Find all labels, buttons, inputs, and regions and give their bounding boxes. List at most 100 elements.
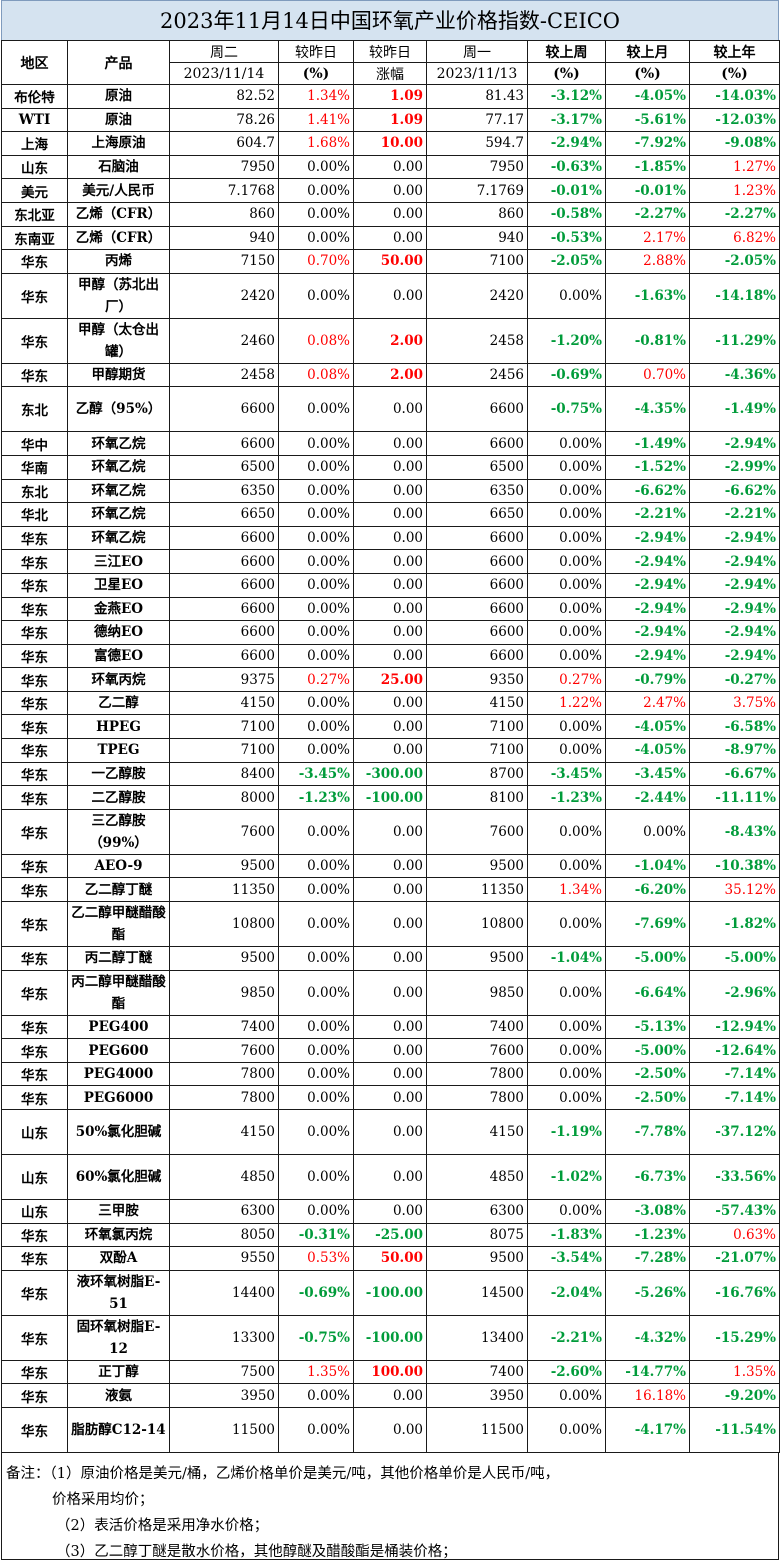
tue-price-cell: 10800	[169, 901, 279, 948]
day-change-pct-cell: 0.00%	[278, 572, 354, 598]
mon-price-cell: 9500	[426, 946, 528, 971]
tue-price-cell: 7400	[169, 1014, 279, 1040]
year-change-cell: -2.94%	[689, 572, 780, 598]
mon-price-cell: 6600	[426, 386, 528, 433]
table-row: 山东 60%氯化胆碱 4850 0.00% 0.00 4850 -1.02% -6.73% -3…	[1, 1154, 780, 1200]
mon-price-cell: 7400	[426, 1014, 528, 1040]
note-line-4: （3）乙二醇丁醚是散水价格，其他醇醚及醋酸酯是桶装价格；	[56, 1543, 457, 1560]
tue-price-cell: 2420	[169, 272, 279, 319]
month-change-cell: -5.00%	[605, 946, 690, 971]
day-change-pct-cell: 1.68%	[278, 131, 354, 156]
tue-price-cell: 8050	[169, 1222, 279, 1248]
product-cell: 双酚A	[67, 1246, 170, 1271]
week-change-cell: -0.69%	[527, 362, 606, 388]
region-cell: 华东	[1, 969, 68, 1016]
region-cell: 华东	[1, 901, 68, 948]
product-cell: 正丁醇	[67, 1359, 170, 1385]
day-change-amt-cell: 0.00	[353, 596, 427, 622]
week-change-cell: 0.00%	[527, 1014, 606, 1040]
mon-price-cell: 6600	[426, 431, 528, 456]
week-change-cell: 0.00%	[527, 853, 606, 879]
region-cell: 布伦特	[1, 84, 68, 109]
year-change-cell: 1.23%	[689, 178, 780, 203]
day-change-pct-cell: 0.00%	[278, 225, 354, 251]
tue-price-cell: 7500	[169, 1359, 279, 1385]
tue-price-cell: 11500	[169, 1406, 279, 1453]
month-change-cell: -14.77%	[605, 1359, 690, 1385]
region-cell: 华东	[1, 620, 68, 645]
year-change-cell: 35.12%	[689, 877, 780, 903]
table-row: 布伦特 原油 82.52 1.34% 1.09 81.43 -3.12% -4.05% -14.…	[1, 84, 780, 109]
day-change-amt-cell: 50.00	[353, 1246, 427, 1271]
month-change-cell: -5.61%	[605, 107, 690, 133]
product-cell: 三江EO	[67, 549, 170, 574]
year-change-cell: -11.11%	[689, 785, 780, 810]
region-cell: 东北	[1, 386, 68, 433]
product-cell: 一乙醇胺	[67, 761, 170, 787]
table-row: 华东 金燕EO 6600 0.00% 0.00 6600 0.00% -2.94% -2.94%	[1, 596, 780, 622]
day-change-pct-cell: -0.75%	[278, 1314, 354, 1361]
month-change-cell: -6.20%	[605, 877, 690, 903]
month-change-cell: -2.21%	[605, 502, 690, 527]
header-month-unit: (%)	[605, 62, 690, 85]
week-change-cell: -0.53%	[527, 225, 606, 251]
region-cell: 华东	[1, 1014, 68, 1040]
month-change-cell: 0.00%	[605, 808, 690, 855]
week-change-cell: 0.00%	[527, 1038, 606, 1063]
week-change-cell: 0.27%	[527, 667, 606, 692]
week-change-cell: 0.00%	[527, 620, 606, 645]
week-change-cell: 1.34%	[527, 877, 606, 903]
week-change-cell: 1.22%	[527, 690, 606, 716]
year-change-cell: -2.94%	[689, 431, 780, 456]
table-row: 华东 乙二醇丁醚 11350 0.00% 0.00 11350 1.34% -6.20% 35.…	[1, 877, 780, 903]
region-cell: 华中	[1, 431, 68, 456]
year-change-cell: -12.64%	[689, 1038, 780, 1063]
tue-price-cell: 9500	[169, 946, 279, 971]
table-row: 华东 三乙醇胺（99%） 7600 0.00% 0.00 7600 0.00% 0.00% -8…	[1, 808, 780, 855]
table-row: 华东 丙二醇丁醚 9500 0.00% 0.00 9500 -1.04% -5.00% -5.0…	[1, 946, 780, 971]
product-cell: 环氧乙烷	[67, 502, 170, 527]
day-change-amt-cell: 0.00	[353, 454, 427, 480]
product-cell: 乙二醇甲醚醋酸酯	[67, 901, 170, 948]
header-week-unit: (%)	[527, 62, 606, 85]
notes: 备注：（1）原油价格是美元/桶，乙烯价格单价是美元/吨，其他价格单价是人民币/吨…	[1, 1452, 779, 1560]
mon-price-cell: 11500	[426, 1406, 528, 1453]
region-cell: 华东	[1, 596, 68, 622]
day-change-pct-cell: 0.08%	[278, 362, 354, 388]
product-cell: 脂肪醇C12-14	[67, 1406, 170, 1453]
header-year-unit: (%)	[689, 62, 780, 85]
tue-price-cell: 6600	[169, 572, 279, 598]
header-mon-date: 2023/11/13	[426, 62, 528, 85]
mon-price-cell: 77.17	[426, 107, 528, 133]
week-change-cell: -0.58%	[527, 201, 606, 227]
mon-price-cell: 7800	[426, 1061, 528, 1087]
day-change-amt-cell: 0.00	[353, 272, 427, 319]
mon-price-cell: 2458	[426, 317, 528, 364]
year-change-cell: -1.49%	[689, 386, 780, 433]
day-change-amt-cell: -300.00	[353, 761, 427, 787]
region-cell: 华东	[1, 1359, 68, 1385]
year-change-cell: -2.05%	[689, 249, 780, 274]
product-cell: 环氧乙烷	[67, 478, 170, 504]
day-change-pct-cell: 0.00%	[278, 714, 354, 740]
product-cell: 金燕EO	[67, 596, 170, 622]
product-cell: 三甲胺	[67, 1199, 170, 1224]
mon-price-cell: 860	[426, 201, 528, 227]
tue-price-cell: 11350	[169, 877, 279, 903]
table-row: 华东 环氧乙烷 6600 0.00% 0.00 6600 0.00% -2.94% -2.94%	[1, 525, 780, 551]
year-change-cell: -7.14%	[689, 1085, 780, 1110]
day-change-amt-cell: 0.00	[353, 1061, 427, 1087]
day-change-amt-cell: 0.00	[353, 1406, 427, 1453]
month-change-cell: -0.79%	[605, 667, 690, 692]
header-chg-amt: 较昨日	[353, 40, 427, 63]
year-change-cell: -2.94%	[689, 620, 780, 645]
mon-price-cell: 4150	[426, 1109, 528, 1155]
tue-price-cell: 6600	[169, 386, 279, 433]
region-cell: 山东	[1, 154, 68, 180]
product-cell: 固环氧树脂E-12	[67, 1314, 170, 1361]
day-change-amt-cell: 0.00	[353, 225, 427, 251]
day-change-pct-cell: 1.35%	[278, 1359, 354, 1385]
mon-price-cell: 6650	[426, 502, 528, 527]
day-change-amt-cell: 1.09	[353, 84, 427, 109]
mon-price-cell: 6600	[426, 549, 528, 574]
